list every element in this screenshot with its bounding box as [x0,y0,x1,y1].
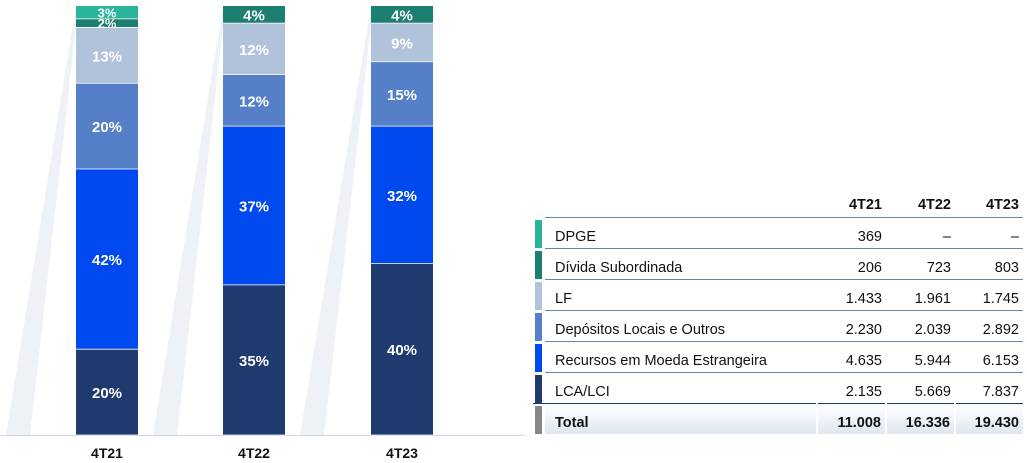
row-color-swatch [535,282,542,310]
bar-segment [223,284,285,435]
row-swatch-cell [533,341,545,373]
row-value-4t23: 7.837 [955,372,1023,404]
row-label: Dívida Subordinada [545,248,817,280]
row-value-4t21: 2.135 [817,372,886,404]
table-row: Depósitos Locais e Outros 2.230 2.039 2.892 [533,310,1023,342]
bar-segment [371,23,433,62]
data-label: 2% [98,16,117,31]
table-header-4t21: 4T21 [848,197,882,213]
row-value-4t23: – [955,217,1023,249]
table-header-spacer [533,194,545,218]
bar-segment [223,74,285,127]
row-value-4t22: – [886,217,955,249]
table-header-4t22: 4T22 [917,197,951,213]
connector-wedge [300,6,371,435]
bar-segment [76,83,138,170]
bar-segment [371,6,433,24]
row-value-4t21: 2.230 [817,310,886,342]
row-swatch-cell [533,372,545,404]
row-value-4t22: 723 [886,248,955,280]
bar-segment [76,18,138,28]
total-value-4t22: 16.336 [885,403,955,434]
bar-segment [371,263,433,435]
row-value-4t23: 803 [955,248,1023,280]
row-swatch-cell [533,217,545,249]
total-swatch-cell [533,403,545,434]
row-color-swatch [535,220,542,248]
x-tick-label: 4T23 [386,445,418,461]
row-label: Recursos em Moeda Estrangeira [545,341,817,373]
table-row: Recursos em Moeda Estrangeira 4.635 5.944 6… [533,341,1023,373]
stacked-bar-chart: 20% 42% 20% 13% 2%3% 4T21 35% 37% 12% 12% 4% 4T22 40… [0,5,525,461]
total-value-4t21: 11.008 [816,403,886,434]
bar-segment [223,6,285,24]
total-value-4t23: 19.430 [954,403,1023,434]
data-label: 32% [387,188,417,205]
data-label: 12% [239,93,269,110]
data-label: 4% [391,8,413,25]
data-label: 12% [239,42,269,59]
data-label: 35% [239,353,269,370]
bar-segment [371,126,433,264]
row-label: Depósitos Locais e Outros [545,310,817,342]
row-swatch-cell [533,248,545,280]
total-label: Total [545,403,817,434]
data-label: 37% [239,198,269,215]
total-color-swatch [535,406,542,434]
row-value-4t22: 1.961 [886,279,955,311]
bar-segment [76,27,138,84]
data-label: 20% [92,119,122,136]
data-label: 15% [387,87,417,104]
data-label: 4% [243,8,265,25]
row-color-swatch [535,375,542,403]
row-value-4t21: 206 [817,248,886,280]
row-value-4t22: 2.039 [886,310,955,342]
bar-segment [223,23,285,75]
x-tick-label: 4T21 [91,445,123,461]
connector-wedge [153,6,223,435]
row-color-swatch [535,251,542,279]
data-label: 20% [92,385,122,402]
table-row: LF 1.433 1.961 1.745 [533,279,1023,311]
bar-segment [371,61,433,127]
table-row: LCA/LCI 2.135 5.669 7.837 [533,372,1023,404]
connector-wedge [6,6,76,435]
bar-segment [76,169,138,350]
row-color-swatch [535,313,542,341]
x-tick-label: 4T22 [238,445,270,461]
row-label: LF [545,279,817,311]
row-swatch-cell [533,279,545,311]
bar-segment [223,126,285,285]
row-swatch-cell [533,310,545,342]
data-label: 40% [387,342,417,359]
data-label: 3% [98,5,117,20]
table-header-category [545,194,817,218]
row-value-4t23: 6.153 [955,341,1023,373]
row-value-4t21: 1.433 [817,279,886,311]
data-label: 13% [92,48,122,65]
row-label: LCA/LCI [545,372,817,404]
data-label: 9% [391,35,413,52]
table-header-4t23: 4T23 [985,197,1019,213]
row-value-4t22: 5.944 [886,341,955,373]
row-value-4t23: 2.892 [955,310,1023,342]
funding-table: 4T21 4T22 4T23 DPGE 369– – Dívida Subordina… [533,194,1023,434]
table-row: Dívida Subordinada 206 723 803 [533,248,1023,280]
row-value-4t22: 5.669 [886,372,955,404]
row-value-4t21: 4.635 [817,341,886,373]
row-color-swatch [535,344,542,372]
row-value-4t21: 369 [817,217,886,249]
table-header-row: 4T21 4T22 4T23 [533,194,1023,218]
row-value-4t23: 1.745 [955,279,1023,311]
table-row: DPGE 369– – [533,217,1023,249]
bar-segment [76,6,138,19]
table-total-row: Total 11.008 16.336 19.430 [533,403,1023,434]
data-label: 42% [92,252,122,269]
bar-segment [76,349,138,435]
row-label: DPGE [545,217,817,249]
